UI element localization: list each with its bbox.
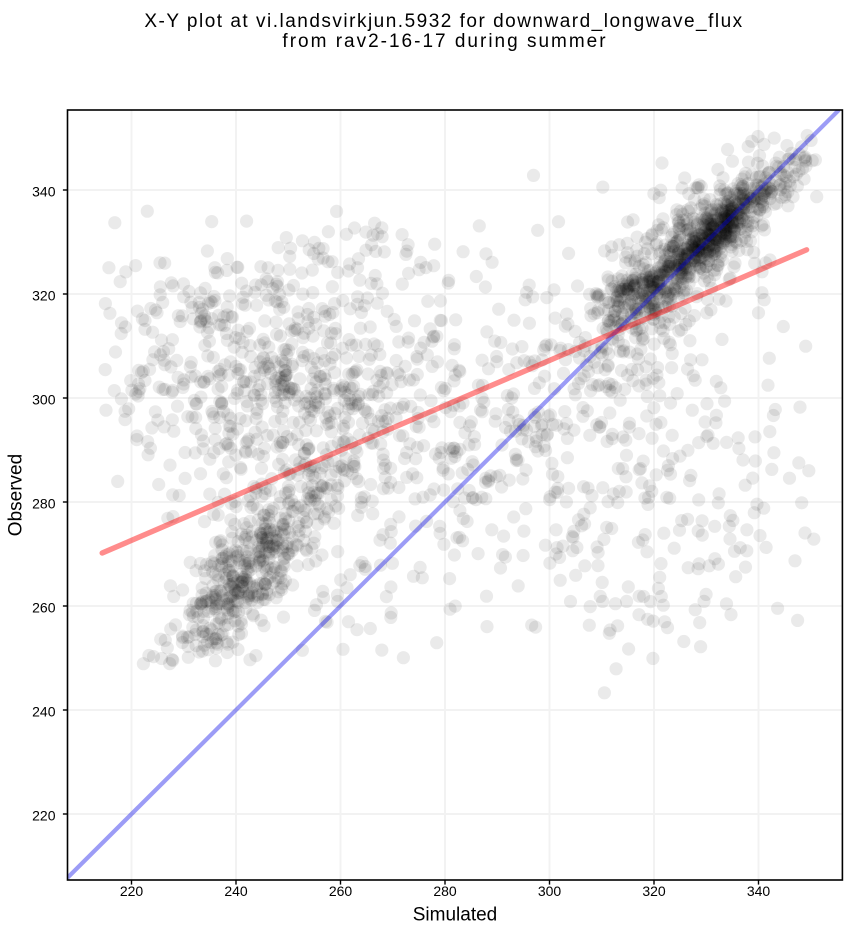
svg-text:220: 220 (120, 883, 144, 899)
svg-text:300: 300 (538, 883, 562, 899)
svg-text:220: 220 (32, 807, 56, 823)
svg-text:Observed: Observed (6, 454, 27, 536)
svg-text:340: 340 (747, 883, 771, 899)
svg-text:from rav2-16-17 during summer: from rav2-16-17 during summer (282, 31, 607, 52)
svg-text:Simulated: Simulated (413, 905, 498, 926)
svg-text:240: 240 (224, 883, 248, 899)
svg-text:320: 320 (642, 883, 666, 899)
svg-text:280: 280 (433, 883, 457, 899)
svg-text:240: 240 (32, 703, 56, 719)
svg-text:260: 260 (329, 883, 353, 899)
svg-text:X-Y plot at vi.landsvirkjun.59: X-Y plot at vi.landsvirkjun.5932 for dow… (144, 11, 743, 32)
svg-text:280: 280 (32, 495, 56, 511)
svg-text:260: 260 (32, 599, 56, 615)
svg-text:300: 300 (32, 391, 56, 407)
svg-text:340: 340 (32, 183, 56, 199)
svg-text:320: 320 (32, 287, 56, 303)
